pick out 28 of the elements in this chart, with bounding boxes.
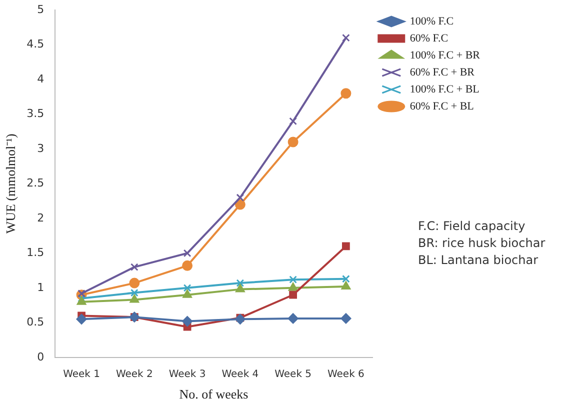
text: BR: rice husk biochar <box>418 235 546 252</box>
x-tick-label: Week 1 <box>63 368 100 380</box>
y-tick-label: 3.5 <box>26 107 44 120</box>
x-axis-title: No. of weeks <box>179 386 248 402</box>
y-tick-label: 1.5 <box>26 246 44 260</box>
y-tick-label: 2 <box>37 211 44 224</box>
y-tick-label: 1 <box>37 280 44 294</box>
x-tick-label: Week 6 <box>327 368 364 380</box>
x-tick-label: Week 4 <box>222 368 259 380</box>
y-tick-label: 0.5 <box>26 316 44 329</box>
y-tick-label: 4.5 <box>26 38 44 51</box>
y-tick-label: 5 <box>37 2 44 16</box>
legend-label: 60% F.C <box>410 32 448 44</box>
y-tick-label: 0 <box>37 350 44 364</box>
y-axis-title: WUE (mmolmol⁻¹) <box>3 134 18 234</box>
y-tick-label: 4 <box>37 72 44 86</box>
y-tick-label: 3 <box>37 142 44 155</box>
x-tick-label: Week 3 <box>168 368 206 380</box>
y-tick-label: 2.5 <box>26 176 44 190</box>
text: BL: Lantana biochar <box>418 252 540 269</box>
text: F.C: Field capacity <box>418 218 526 235</box>
legend-label: 100% F.C + BL <box>410 83 480 96</box>
legend-label: 100% F.C <box>410 15 454 28</box>
legend-label: 100% F.C + BR <box>410 49 481 62</box>
x-tick-label: Week 5 <box>274 368 312 380</box>
x-tick-label: Week 2 <box>116 368 153 380</box>
legend-label: 60% F.C + BL <box>410 100 474 112</box>
legend-label: 60% F.C + BR <box>410 66 476 78</box>
